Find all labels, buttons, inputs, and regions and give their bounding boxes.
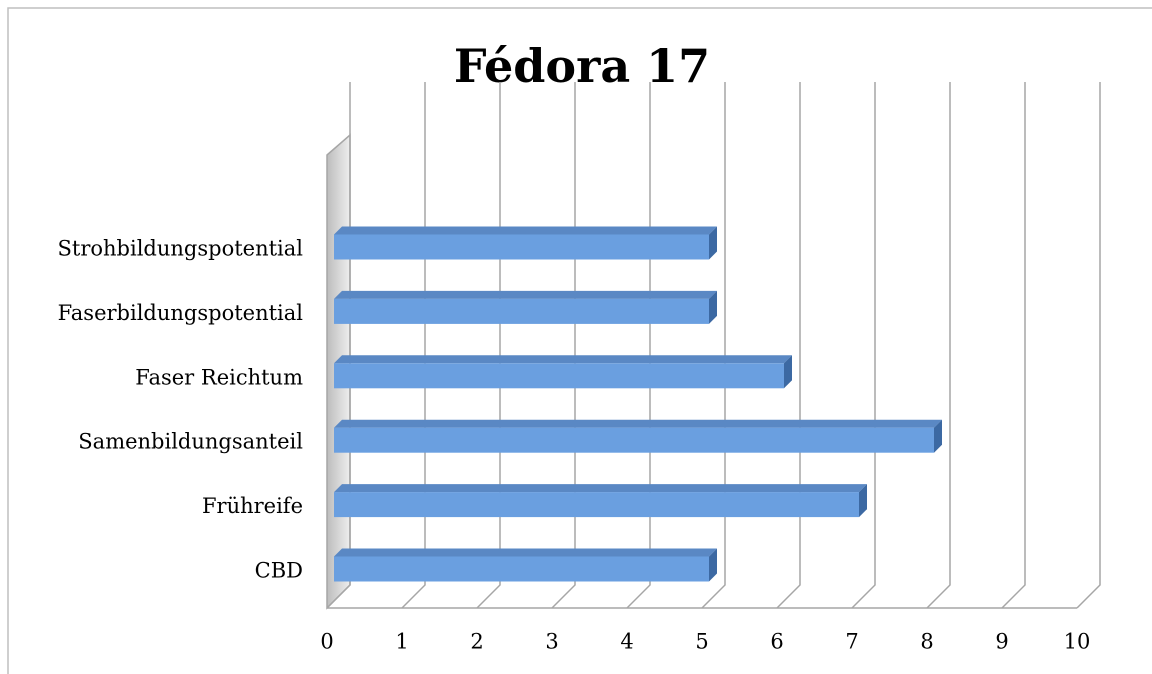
- x-tick-label: 10: [1064, 630, 1091, 654]
- y-tick-label: Frühreife: [202, 494, 303, 518]
- bar-side: [934, 419, 942, 453]
- grid-line: [1076, 82, 1101, 609]
- x-tick-label: 1: [395, 630, 408, 654]
- bar-side: [784, 355, 792, 389]
- bar-side: [709, 290, 717, 324]
- x-tick-label: 2: [470, 630, 483, 654]
- chart-title: Fédora 17: [454, 39, 710, 93]
- bar: [334, 363, 784, 389]
- x-tick-label: 8: [920, 630, 933, 654]
- bar-top: [334, 484, 867, 493]
- bar-side: [859, 484, 867, 518]
- bar: [334, 234, 709, 260]
- bar: [334, 298, 709, 324]
- bar-top: [334, 548, 717, 557]
- grid-line: [851, 82, 876, 609]
- grid-line: [1001, 82, 1026, 609]
- x-tick-label: 0: [320, 630, 333, 654]
- grid-line: [701, 82, 726, 609]
- bar-top: [334, 419, 942, 428]
- grid-line: [926, 82, 951, 609]
- y-tick-label: CBD: [255, 559, 303, 583]
- x-tick-label: 9: [995, 630, 1008, 654]
- x-tick-label: 5: [695, 630, 708, 654]
- bar-side: [709, 226, 717, 260]
- bar-side: [709, 548, 717, 582]
- bar: [334, 492, 859, 518]
- bar-top: [334, 355, 792, 364]
- x-tick-label: 3: [545, 630, 558, 654]
- x-tick-label: 6: [770, 630, 783, 654]
- y-tick-label: Faser Reichtum: [135, 365, 303, 389]
- bar-top: [334, 226, 717, 235]
- y-tick-label: Samenbildungsanteil: [78, 430, 303, 454]
- y-tick-label: Faserbildungspotential: [58, 301, 304, 325]
- y-tick-label: Strohbildungspotential: [58, 237, 304, 261]
- bar: [334, 556, 709, 582]
- grid-line: [776, 82, 801, 609]
- bar-top: [334, 290, 717, 299]
- x-tick-label: 4: [620, 630, 633, 654]
- x-tick-label: 7: [845, 630, 858, 654]
- bar: [334, 427, 934, 453]
